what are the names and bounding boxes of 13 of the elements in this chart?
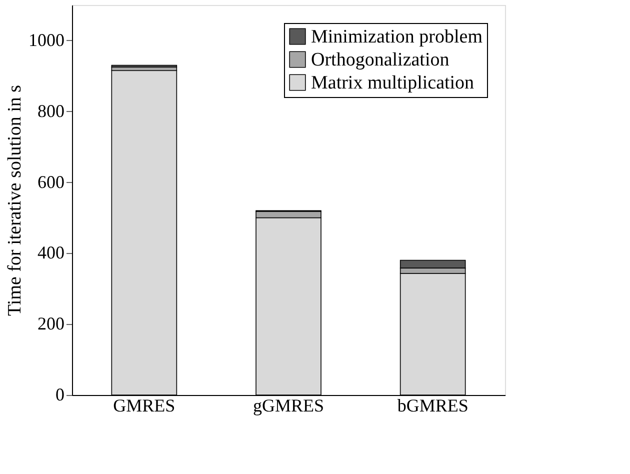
- y-tick-label: 200: [38, 314, 64, 334]
- x-tick-label: gGMRES: [252, 396, 324, 416]
- y-tick-label: 1000: [28, 30, 64, 50]
- legend-label: Orthogonalization: [311, 50, 450, 70]
- legend-label: Minimization problem: [311, 26, 483, 48]
- y-axis-title: Time for iterative solution in s: [4, 85, 26, 316]
- y-tick-label: 600: [38, 172, 64, 192]
- y-tick-label: 800: [38, 100, 64, 121]
- y-tick-label: 400: [38, 242, 64, 263]
- legend-label: Matrix multiplication: [311, 72, 475, 94]
- y-tick-label: 0: [56, 384, 64, 404]
- x-tick-label: GMRES: [113, 396, 176, 416]
- x-tick-label: bGMRES: [397, 396, 468, 416]
